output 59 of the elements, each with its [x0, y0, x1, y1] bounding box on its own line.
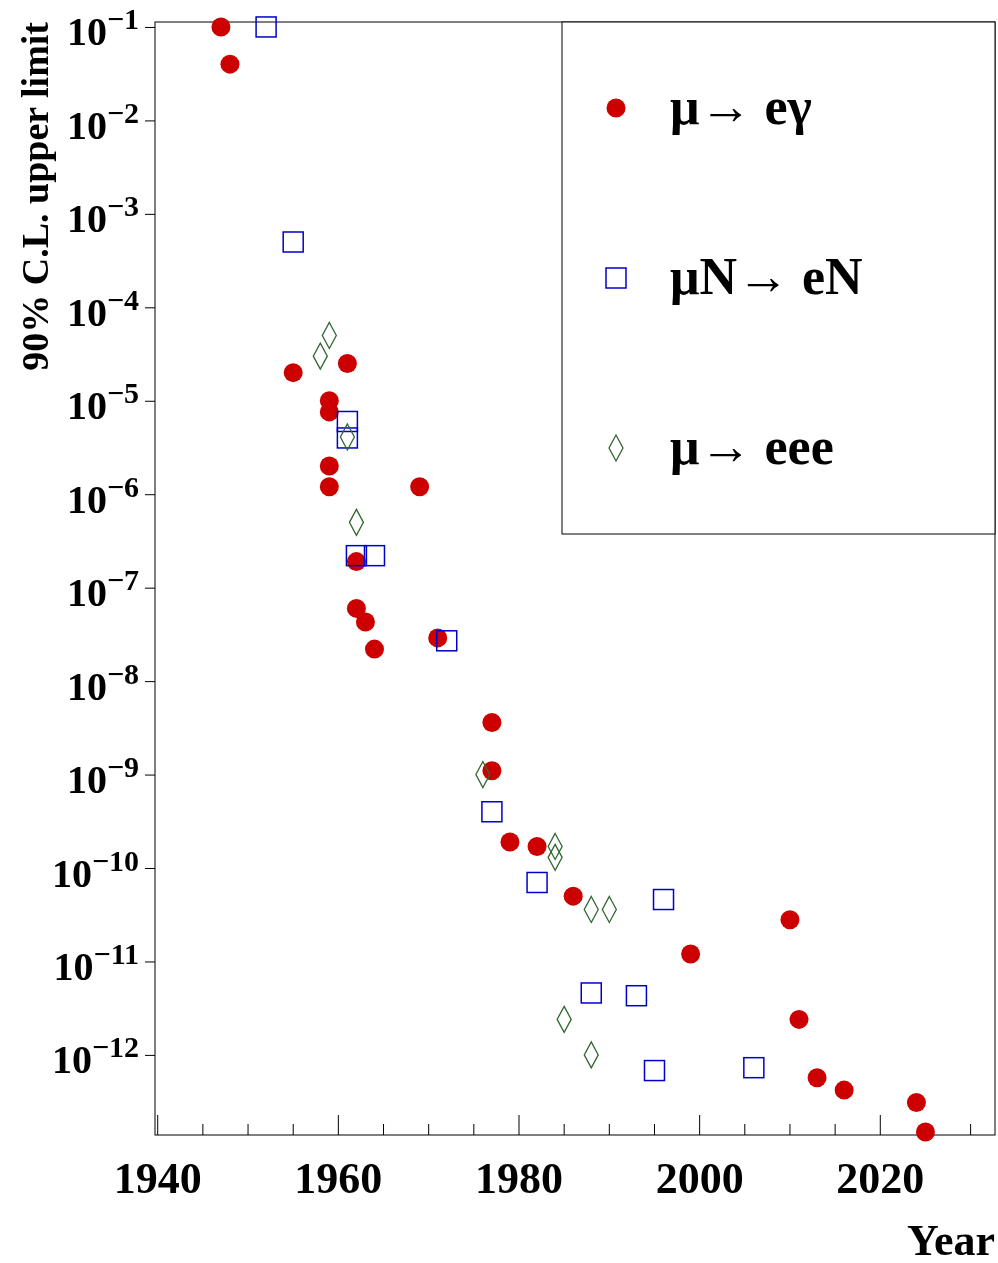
- point: [363, 544, 386, 567]
- y-tick-label: 10$^{−8}$: [66, 656, 139, 709]
- legend-label: μN→ eN: [670, 248, 863, 305]
- y-tick-label: 10$^{−7}$: [66, 562, 139, 616]
- point: [435, 630, 458, 652]
- point: [906, 1092, 926, 1112]
- point: [807, 1068, 827, 1088]
- point: [834, 1080, 854, 1100]
- x-axis-title: Year: [907, 1216, 995, 1263]
- point: [527, 836, 547, 856]
- point: [643, 1059, 666, 1082]
- point: [211, 17, 231, 37]
- point: [580, 982, 603, 1004]
- point: [319, 402, 339, 422]
- point: [345, 544, 368, 567]
- y-tick-label: 10$^{−12}$: [51, 1029, 139, 1083]
- point: [482, 713, 502, 733]
- y-axis-title: 90% C.L. upper limit: [14, 21, 56, 371]
- point: [346, 598, 366, 618]
- point: [780, 910, 800, 930]
- y-tick-label: 10$^{−4}$: [66, 282, 139, 335]
- point: [410, 477, 430, 497]
- point: [355, 612, 375, 632]
- point: [255, 16, 277, 38]
- point: [364, 639, 384, 659]
- y-tick-label: 10$^{−3}$: [66, 188, 139, 242]
- point: [481, 801, 503, 823]
- x-tick-label: 1960: [294, 1154, 383, 1203]
- point: [915, 1122, 935, 1142]
- point: [789, 1009, 809, 1029]
- point: [282, 231, 304, 253]
- point: [625, 984, 648, 1007]
- point: [283, 363, 303, 383]
- x-tick-label: 2020: [836, 1154, 925, 1203]
- point: [526, 871, 548, 894]
- point: [681, 944, 701, 964]
- point: [743, 1056, 765, 1079]
- x-tick-label: 1980: [475, 1154, 563, 1203]
- point: [563, 886, 583, 906]
- y-tick-label: 10$^{−6}$: [66, 469, 139, 522]
- point: [220, 54, 240, 74]
- point: [500, 832, 520, 852]
- point: [319, 456, 339, 476]
- legend-label: μ→ eγ: [670, 78, 812, 135]
- y-tick-label: 10$^{−9}$: [66, 749, 139, 803]
- x-tick-label: 1940: [113, 1154, 202, 1203]
- y-tick-label: 10$^{−5}$: [66, 375, 139, 429]
- point: [482, 761, 502, 781]
- point: [337, 354, 357, 374]
- y-tick-label: 10$^{−10}$: [51, 843, 139, 896]
- point: [652, 888, 675, 911]
- point: [319, 477, 339, 497]
- y-tick-label: 10$^{−2}$: [66, 95, 139, 148]
- y-tick-label: 10$^{−11}$: [53, 936, 139, 989]
- legend-label: μ→ eee: [670, 418, 834, 475]
- x-tick-label: 2000: [655, 1154, 744, 1203]
- point: [336, 410, 359, 433]
- y-tick-label: 10$^{−1}$: [66, 1, 139, 55]
- point: [346, 552, 366, 572]
